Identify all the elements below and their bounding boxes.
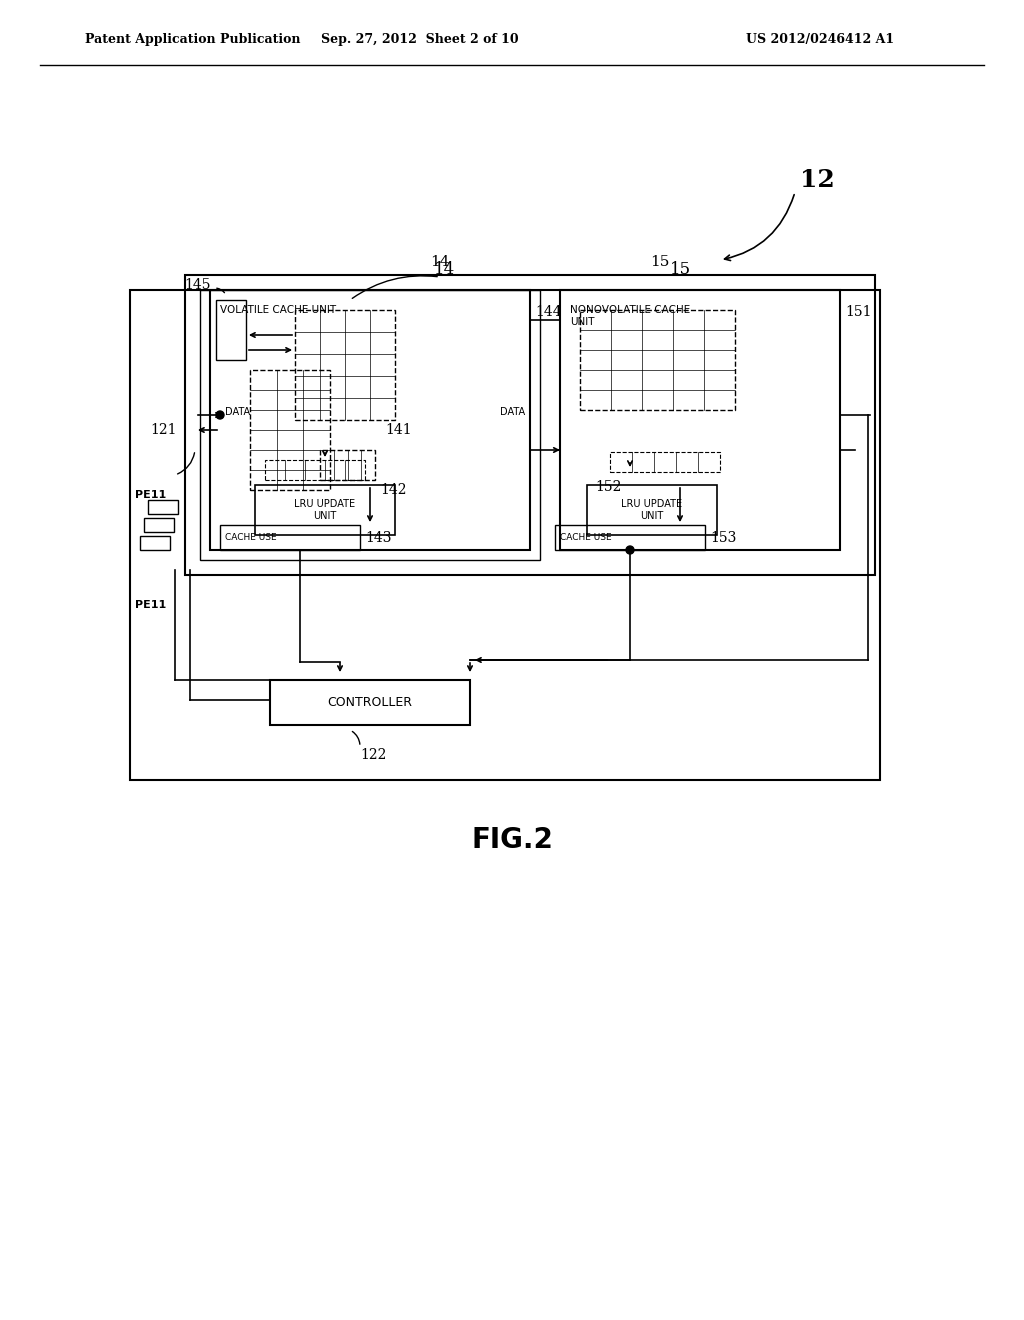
Text: CACHE USE: CACHE USE [225,533,276,543]
Bar [185,275,874,576]
Bar [610,451,720,473]
Text: 121: 121 [150,422,176,437]
Text: CACHE USE: CACHE USE [560,533,611,543]
Bar [130,290,880,780]
Text: 152: 152 [595,480,622,494]
Bar [587,484,717,535]
Text: PE11: PE11 [135,601,166,610]
Text: 145: 145 [184,279,211,292]
Bar [295,310,395,420]
Text: 14: 14 [430,255,450,269]
Bar [580,310,735,411]
Bar [265,459,365,480]
Text: FIG.2: FIG.2 [471,826,553,854]
Text: CONTROLLER: CONTROLLER [328,696,413,709]
Text: Sep. 27, 2012  Sheet 2 of 10: Sep. 27, 2012 Sheet 2 of 10 [322,33,519,46]
Circle shape [216,411,224,418]
Text: Patent Application Publication: Patent Application Publication [85,33,300,46]
Bar [555,525,705,550]
Text: DATA: DATA [225,407,250,417]
Text: LRU UPDATE
UNIT: LRU UPDATE UNIT [295,499,355,521]
Bar [148,500,178,513]
Bar [319,450,375,480]
Text: 153: 153 [710,531,736,544]
Text: 141: 141 [385,422,412,437]
Text: 142: 142 [380,483,407,498]
Text: 15: 15 [670,261,690,279]
Text: 143: 143 [365,531,391,544]
Text: PE11: PE11 [135,490,166,500]
Text: VOLATILE CACHE UNIT: VOLATILE CACHE UNIT [220,305,336,315]
Bar [220,525,360,550]
Text: NONOVOLATILE CACHE
UNIT: NONOVOLATILE CACHE UNIT [570,305,690,326]
Bar [250,370,330,490]
Bar [560,290,840,550]
Text: 151: 151 [845,305,871,319]
Bar [200,290,540,560]
Text: 122: 122 [360,748,386,762]
Text: 15: 15 [650,255,670,269]
Bar [270,680,470,725]
Bar [140,536,170,550]
Circle shape [626,546,634,554]
Text: 144: 144 [535,305,561,319]
Text: LRU UPDATE
UNIT: LRU UPDATE UNIT [622,499,683,521]
Bar [216,300,246,360]
Bar [144,517,174,532]
Text: 14: 14 [434,261,456,279]
Bar [255,484,395,535]
Bar [210,290,530,550]
Text: DATA: DATA [500,407,525,417]
Text: 12: 12 [800,168,835,191]
Text: US 2012/0246412 A1: US 2012/0246412 A1 [745,33,894,46]
